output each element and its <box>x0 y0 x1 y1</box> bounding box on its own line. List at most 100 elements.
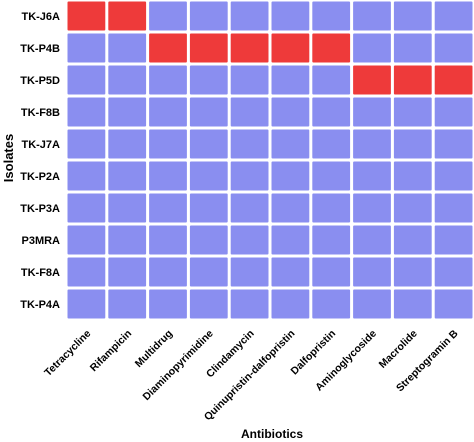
heatmap-cell-TK-P4B-Macrolide <box>393 33 432 63</box>
row-label: TK-P5D <box>20 75 60 87</box>
heatmap-cell-TK-P2A-Dalfopristin <box>312 161 351 191</box>
row-label: TK-P3A <box>20 203 60 215</box>
heatmap-cell-TK-J7A-Tetracycline <box>67 129 106 159</box>
heatmap-cell-TK-J7A-Multidrug <box>149 129 187 159</box>
heatmap-cell-P3MRA-Aminoglycoside <box>353 225 391 255</box>
heatmap-cell-P3MRA-Multidrug <box>149 225 187 255</box>
heatmap-cells <box>66 0 474 320</box>
heatmap-cell-TK-P4A-Streptogramin B <box>434 289 473 319</box>
heatmap-cell-TK-P5D-Streptogramin B <box>434 65 473 95</box>
heatmap-cell-TK-P2A-Multidrug <box>149 161 187 191</box>
heatmap-cell-TK-J7A-Quinupristin-dalfopristin <box>271 129 310 159</box>
heatmap-cell-TK-P2A-Tetracycline <box>67 161 106 191</box>
heatmap-cell-TK-P2A-Streptogramin B <box>434 161 473 191</box>
heatmap-cell-TK-P2A-Clindamycin <box>230 161 269 191</box>
heatmap-cell-TK-J7A-Streptogramin B <box>434 129 473 159</box>
heatmap-cell-TK-J7A-Dalfopristin <box>312 129 351 159</box>
heatmap-cell-TK-P3A-Clindamycin <box>230 193 269 223</box>
column-label: Multidrug <box>133 328 175 370</box>
heatmap-cell-TK-P4B-Streptogramin B <box>434 33 473 63</box>
heatmap-cell-TK-P3A-Dalfopristin <box>312 193 351 223</box>
heatmap-cell-TK-P3A-Streptogramin B <box>434 193 473 223</box>
heatmap-cell-TK-P4B-Dalfopristin <box>312 33 351 63</box>
heatmap-cell-TK-P4A-Clindamycin <box>230 289 269 319</box>
heatmap-cell-TK-P5D-Diaminopyrimidine <box>189 65 228 95</box>
heatmap-cell-TK-J6A-Dalfopristin <box>312 1 351 31</box>
heatmap-cell-TK-F8B-Diaminopyrimidine <box>189 97 228 127</box>
heatmap-cell-TK-J6A-Macrolide <box>393 1 432 31</box>
heatmap-cell-TK-J7A-Aminoglycoside <box>353 129 391 159</box>
heatmap-cell-TK-F8A-Multidrug <box>149 257 187 287</box>
column-label: Diaminopyrimidine <box>140 328 215 403</box>
heatmap-cell-TK-P3A-Quinupristin-dalfopristin <box>271 193 310 223</box>
x-axis-label: Antibiotics <box>241 427 303 441</box>
column-label: Macrolide <box>377 328 420 371</box>
heatmap-cell-P3MRA-Diaminopyrimidine <box>189 225 228 255</box>
heatmap-cell-TK-J7A-Rifampicin <box>108 129 147 159</box>
column-label: Rifampicin <box>88 328 134 374</box>
heatmap-cell-TK-P5D-Macrolide <box>393 65 432 95</box>
heatmap-cell-TK-P4A-Dalfopristin <box>312 289 351 319</box>
row-labels: TK-J6A TK-P4B TK-P5D TK-F8B TK-J7A TK-P2A TK-P… <box>20 11 60 311</box>
row-label: TK-J7A <box>21 139 60 151</box>
heatmap-cell-TK-P5D-Tetracycline <box>67 65 106 95</box>
row-label: TK-F8B <box>21 107 60 119</box>
heatmap-cell-P3MRA-Dalfopristin <box>312 225 351 255</box>
heatmap-cell-TK-J6A-Aminoglycoside <box>353 1 391 31</box>
heatmap-cell-P3MRA-Tetracycline <box>67 225 106 255</box>
row-label: P3MRA <box>21 235 60 247</box>
heatmap-cell-TK-P2A-Aminoglycoside <box>353 161 391 191</box>
heatmap-cell-TK-P4A-Diaminopyrimidine <box>189 289 228 319</box>
row-label: TK-P2A <box>20 171 60 183</box>
heatmap-cell-P3MRA-Macrolide <box>393 225 432 255</box>
heatmap-cell-TK-P5D-Rifampicin <box>108 65 147 95</box>
heatmap-cell-TK-F8A-Aminoglycoside <box>353 257 391 287</box>
column-label: Tetracycline <box>42 328 93 379</box>
heatmap-cell-TK-F8B-Aminoglycoside <box>353 97 391 127</box>
y-axis-label: Isolates <box>1 134 16 182</box>
heatmap-cell-TK-P4B-Rifampicin <box>108 33 147 63</box>
heatmap-cell-TK-F8B-Clindamycin <box>230 97 269 127</box>
heatmap-cell-TK-P2A-Macrolide <box>393 161 432 191</box>
heatmap-cell-TK-J6A-Rifampicin <box>108 1 147 31</box>
heatmap-cell-TK-P5D-Dalfopristin <box>312 65 351 95</box>
heatmap-cell-TK-F8B-Streptogramin B <box>434 97 473 127</box>
row-label: TK-J6A <box>21 11 60 23</box>
heatmap-cell-TK-F8B-Macrolide <box>393 97 432 127</box>
heatmap-cell-TK-J7A-Clindamycin <box>230 129 269 159</box>
heatmap-cell-TK-J6A-Clindamycin <box>230 1 269 31</box>
heatmap-cell-P3MRA-Streptogramin B <box>434 225 473 255</box>
heatmap-cell-TK-P4B-Tetracycline <box>67 33 106 63</box>
heatmap-cell-TK-P5D-Clindamycin <box>230 65 269 95</box>
heatmap-cell-TK-P3A-Multidrug <box>149 193 187 223</box>
heatmap-cell-P3MRA-Rifampicin <box>108 225 147 255</box>
heatmap-cell-TK-P3A-Macrolide <box>393 193 432 223</box>
heatmap-cell-TK-P4B-Clindamycin <box>230 33 269 63</box>
heatmap-cell-TK-P2A-Diaminopyrimidine <box>189 161 228 191</box>
row-label: TK-F8A <box>21 267 60 279</box>
column-labels: TetracyclineRifampicinMultidrugDiaminopy… <box>42 327 461 423</box>
heatmap-cell-TK-J6A-Multidrug <box>149 1 187 31</box>
heatmap-cell-TK-P2A-Rifampicin <box>108 161 147 191</box>
heatmap-cell-TK-F8A-Tetracycline <box>67 257 106 287</box>
heatmap-cell-TK-P3A-Aminoglycoside <box>353 193 391 223</box>
heatmap-cell-TK-P3A-Rifampicin <box>108 193 147 223</box>
heatmap-cell-TK-F8B-Multidrug <box>149 97 187 127</box>
heatmap-cell-TK-P2A-Quinupristin-dalfopristin <box>271 161 310 191</box>
heatmap-cell-TK-F8A-Rifampicin <box>108 257 147 287</box>
row-label: TK-P4B <box>20 43 60 55</box>
heatmap-cell-TK-P4A-Aminoglycoside <box>353 289 391 319</box>
heatmap-cell-TK-P4B-Diaminopyrimidine <box>189 33 228 63</box>
heatmap-cell-TK-F8A-Diaminopyrimidine <box>189 257 228 287</box>
heatmap-cell-TK-P4B-Aminoglycoside <box>353 33 391 63</box>
heatmap-cell-P3MRA-Clindamycin <box>230 225 269 255</box>
heatmap-cell-TK-F8A-Macrolide <box>393 257 432 287</box>
heatmap-cell-TK-F8B-Tetracycline <box>67 97 106 127</box>
heatmap-cell-TK-P3A-Diaminopyrimidine <box>189 193 228 223</box>
heatmap-cell-TK-J6A-Diaminopyrimidine <box>189 1 228 31</box>
heatmap-cell-TK-P4B-Multidrug <box>149 33 187 63</box>
heatmap-cell-TK-P5D-Quinupristin-dalfopristin <box>271 65 310 95</box>
heatmap-cell-TK-P4A-Quinupristin-dalfopristin <box>271 289 310 319</box>
heatmap-cell-TK-P5D-Aminoglycoside <box>353 65 391 95</box>
